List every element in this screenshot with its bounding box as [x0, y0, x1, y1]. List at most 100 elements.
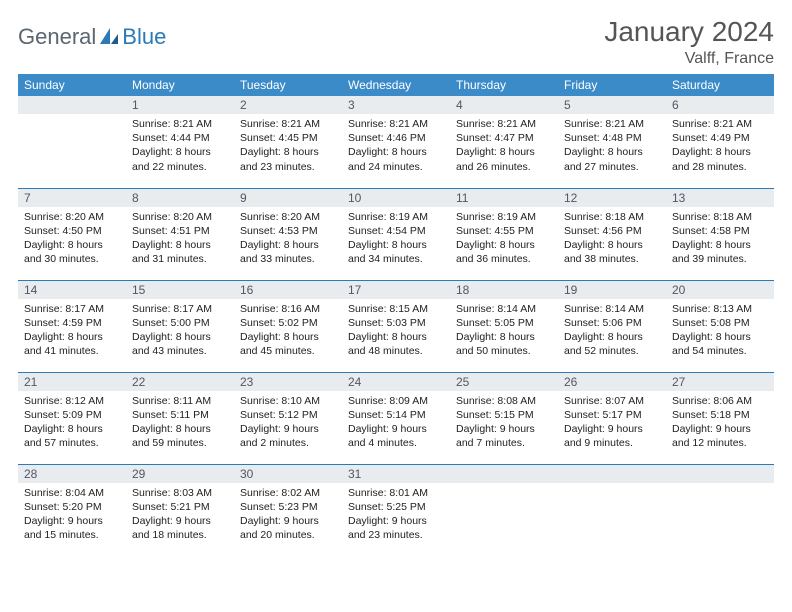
day-number: 11 — [450, 189, 558, 207]
calendar-cell: 5Sunrise: 8:21 AMSunset: 4:48 PMDaylight… — [558, 96, 666, 188]
day-number: 30 — [234, 465, 342, 483]
weekday-header: Saturday — [666, 74, 774, 96]
sunrise-line: Sunrise: 8:09 AM — [348, 394, 444, 408]
day-body — [18, 114, 126, 164]
sunrise-line: Sunrise: 8:14 AM — [564, 302, 660, 316]
day-body: Sunrise: 8:06 AMSunset: 5:18 PMDaylight:… — [666, 391, 774, 455]
calendar-cell: 31Sunrise: 8:01 AMSunset: 5:25 PMDayligh… — [342, 464, 450, 556]
calendar-cell: 24Sunrise: 8:09 AMSunset: 5:14 PMDayligh… — [342, 372, 450, 464]
day-body — [666, 483, 774, 533]
sunrise-line: Sunrise: 8:17 AM — [24, 302, 120, 316]
sunrise-line: Sunrise: 8:21 AM — [348, 117, 444, 131]
daylight-line: Daylight: 8 hours and 39 minutes. — [672, 238, 768, 266]
day-number: 2 — [234, 96, 342, 114]
sunset-line: Sunset: 5:02 PM — [240, 316, 336, 330]
day-body: Sunrise: 8:19 AMSunset: 4:55 PMDaylight:… — [450, 207, 558, 271]
sunset-line: Sunset: 5:17 PM — [564, 408, 660, 422]
daylight-line: Daylight: 8 hours and 57 minutes. — [24, 422, 120, 450]
sunset-line: Sunset: 5:08 PM — [672, 316, 768, 330]
sunset-line: Sunset: 4:45 PM — [240, 131, 336, 145]
calendar-cell: 7Sunrise: 8:20 AMSunset: 4:50 PMDaylight… — [18, 188, 126, 280]
sunset-line: Sunset: 5:06 PM — [564, 316, 660, 330]
daylight-line: Daylight: 8 hours and 22 minutes. — [132, 145, 228, 173]
calendar-row: 21Sunrise: 8:12 AMSunset: 5:09 PMDayligh… — [18, 372, 774, 464]
daylight-line: Daylight: 9 hours and 15 minutes. — [24, 514, 120, 542]
calendar-row: 14Sunrise: 8:17 AMSunset: 4:59 PMDayligh… — [18, 280, 774, 372]
daylight-line: Daylight: 9 hours and 12 minutes. — [672, 422, 768, 450]
calendar-cell: 25Sunrise: 8:08 AMSunset: 5:15 PMDayligh… — [450, 372, 558, 464]
sunset-line: Sunset: 5:18 PM — [672, 408, 768, 422]
calendar-cell: 11Sunrise: 8:19 AMSunset: 4:55 PMDayligh… — [450, 188, 558, 280]
sunset-line: Sunset: 4:56 PM — [564, 224, 660, 238]
day-number: 16 — [234, 281, 342, 299]
calendar-cell: 27Sunrise: 8:06 AMSunset: 5:18 PMDayligh… — [666, 372, 774, 464]
day-body: Sunrise: 8:21 AMSunset: 4:49 PMDaylight:… — [666, 114, 774, 178]
day-body: Sunrise: 8:18 AMSunset: 4:58 PMDaylight:… — [666, 207, 774, 271]
day-number: 13 — [666, 189, 774, 207]
daylight-line: Daylight: 8 hours and 50 minutes. — [456, 330, 552, 358]
daylight-line: Daylight: 9 hours and 23 minutes. — [348, 514, 444, 542]
day-number — [18, 96, 126, 114]
calendar-cell: 15Sunrise: 8:17 AMSunset: 5:00 PMDayligh… — [126, 280, 234, 372]
calendar-cell: 23Sunrise: 8:10 AMSunset: 5:12 PMDayligh… — [234, 372, 342, 464]
sunset-line: Sunset: 5:12 PM — [240, 408, 336, 422]
day-number: 31 — [342, 465, 450, 483]
calendar-cell-empty — [18, 96, 126, 188]
calendar-row: 1Sunrise: 8:21 AMSunset: 4:44 PMDaylight… — [18, 96, 774, 188]
calendar-cell: 12Sunrise: 8:18 AMSunset: 4:56 PMDayligh… — [558, 188, 666, 280]
sunset-line: Sunset: 4:53 PM — [240, 224, 336, 238]
day-body: Sunrise: 8:14 AMSunset: 5:06 PMDaylight:… — [558, 299, 666, 363]
sunset-line: Sunset: 5:23 PM — [240, 500, 336, 514]
daylight-line: Daylight: 8 hours and 34 minutes. — [348, 238, 444, 266]
day-number: 29 — [126, 465, 234, 483]
sunset-line: Sunset: 4:47 PM — [456, 131, 552, 145]
logo-sail-icon — [98, 26, 120, 48]
calendar-cell: 18Sunrise: 8:14 AMSunset: 5:05 PMDayligh… — [450, 280, 558, 372]
day-number: 7 — [18, 189, 126, 207]
header: General Blue January 2024 Valff, France — [18, 16, 774, 68]
calendar-cell: 6Sunrise: 8:21 AMSunset: 4:49 PMDaylight… — [666, 96, 774, 188]
day-body — [558, 483, 666, 533]
sunrise-line: Sunrise: 8:07 AM — [564, 394, 660, 408]
day-number — [666, 465, 774, 483]
sunrise-line: Sunrise: 8:08 AM — [456, 394, 552, 408]
weekday-header: Tuesday — [234, 74, 342, 96]
calendar-cell-empty — [558, 464, 666, 556]
location: Valff, France — [604, 50, 774, 68]
daylight-line: Daylight: 8 hours and 23 minutes. — [240, 145, 336, 173]
day-body: Sunrise: 8:20 AMSunset: 4:53 PMDaylight:… — [234, 207, 342, 271]
sunset-line: Sunset: 4:46 PM — [348, 131, 444, 145]
day-body: Sunrise: 8:20 AMSunset: 4:50 PMDaylight:… — [18, 207, 126, 271]
sunrise-line: Sunrise: 8:12 AM — [24, 394, 120, 408]
page: General Blue January 2024 Valff, France … — [0, 0, 792, 566]
calendar-cell: 30Sunrise: 8:02 AMSunset: 5:23 PMDayligh… — [234, 464, 342, 556]
logo: General Blue — [18, 16, 166, 50]
sunrise-line: Sunrise: 8:02 AM — [240, 486, 336, 500]
daylight-line: Daylight: 8 hours and 54 minutes. — [672, 330, 768, 358]
day-body: Sunrise: 8:21 AMSunset: 4:45 PMDaylight:… — [234, 114, 342, 178]
sunrise-line: Sunrise: 8:14 AM — [456, 302, 552, 316]
weekday-header: Sunday — [18, 74, 126, 96]
calendar-cell: 10Sunrise: 8:19 AMSunset: 4:54 PMDayligh… — [342, 188, 450, 280]
sunrise-line: Sunrise: 8:03 AM — [132, 486, 228, 500]
day-number: 9 — [234, 189, 342, 207]
sunrise-line: Sunrise: 8:11 AM — [132, 394, 228, 408]
day-body: Sunrise: 8:20 AMSunset: 4:51 PMDaylight:… — [126, 207, 234, 271]
calendar-cell: 14Sunrise: 8:17 AMSunset: 4:59 PMDayligh… — [18, 280, 126, 372]
day-body: Sunrise: 8:15 AMSunset: 5:03 PMDaylight:… — [342, 299, 450, 363]
day-number — [558, 465, 666, 483]
day-number: 26 — [558, 373, 666, 391]
sunset-line: Sunset: 4:51 PM — [132, 224, 228, 238]
sunset-line: Sunset: 4:49 PM — [672, 131, 768, 145]
calendar-cell: 2Sunrise: 8:21 AMSunset: 4:45 PMDaylight… — [234, 96, 342, 188]
calendar-cell: 3Sunrise: 8:21 AMSunset: 4:46 PMDaylight… — [342, 96, 450, 188]
daylight-line: Daylight: 8 hours and 27 minutes. — [564, 145, 660, 173]
sunset-line: Sunset: 4:50 PM — [24, 224, 120, 238]
day-body: Sunrise: 8:08 AMSunset: 5:15 PMDaylight:… — [450, 391, 558, 455]
day-number: 18 — [450, 281, 558, 299]
day-body: Sunrise: 8:13 AMSunset: 5:08 PMDaylight:… — [666, 299, 774, 363]
sunrise-line: Sunrise: 8:10 AM — [240, 394, 336, 408]
calendar-row: 7Sunrise: 8:20 AMSunset: 4:50 PMDaylight… — [18, 188, 774, 280]
sunrise-line: Sunrise: 8:15 AM — [348, 302, 444, 316]
day-body: Sunrise: 8:17 AMSunset: 4:59 PMDaylight:… — [18, 299, 126, 363]
